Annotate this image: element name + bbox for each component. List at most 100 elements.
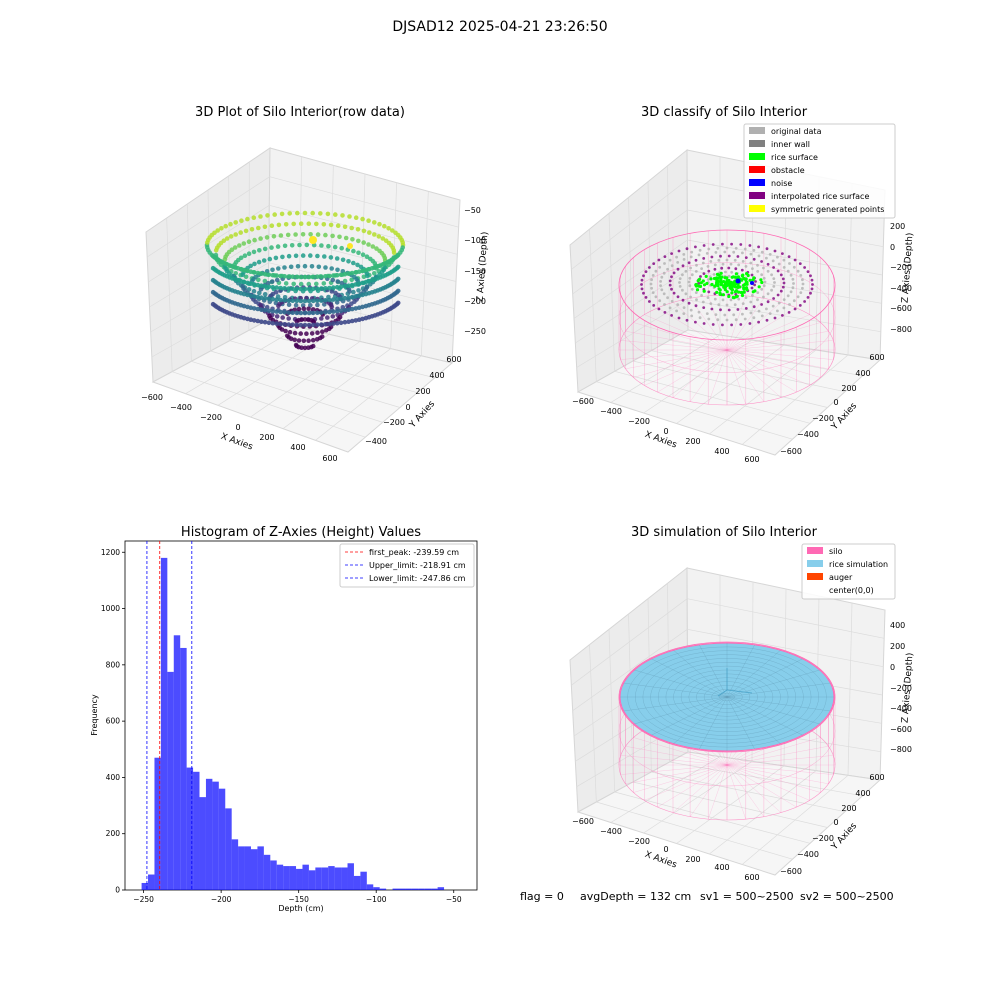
histogram-bar xyxy=(232,839,238,890)
histogram-y-label: Frequency xyxy=(90,694,99,736)
simulation-x-tick: −600 xyxy=(572,817,594,826)
histogram-bar xyxy=(200,797,206,890)
raw-x-tick: −200 xyxy=(200,413,222,422)
histogram-bar xyxy=(290,866,296,890)
histogram-bar xyxy=(161,558,167,890)
raw-x-label: X Axies xyxy=(219,432,254,453)
histogram-x-label: Depth (cm) xyxy=(278,904,323,913)
histogram-bar xyxy=(335,867,341,890)
histogram-bar xyxy=(399,889,405,890)
histogram-x-tick-label: −200 xyxy=(211,895,232,904)
simulation-legend-swatch xyxy=(807,547,823,554)
classify-legend-label: symmetric generated points xyxy=(771,205,884,214)
classify-x-tick: −400 xyxy=(600,407,622,416)
panel-simulation-legend: silorice simulationaugercenter(0,0) xyxy=(802,544,895,599)
simulation-y-tick: 200 xyxy=(841,804,856,813)
histogram-x-ticks: −250 −200 −150 −100 −50 xyxy=(133,890,462,904)
classify-legend-label: original data xyxy=(771,127,822,136)
simulation-z-tick: 0 xyxy=(890,663,895,672)
histogram-bar xyxy=(438,887,444,890)
classify-y-tick: 400 xyxy=(855,369,870,378)
footer-status: flag = 0 avgDepth = 132 cm sv1 = 500~250… xyxy=(520,890,894,903)
footer-sv1: sv1 = 500~2500 xyxy=(700,890,794,903)
histogram-title: Histogram of Z-Axies (Height) Values xyxy=(181,525,421,540)
histogram-bar xyxy=(257,846,263,890)
classify-z-tick: −800 xyxy=(890,325,912,334)
simulation-z-tick: 200 xyxy=(890,642,905,651)
simulation-z-tick: 400 xyxy=(890,621,905,630)
classify-legend-label: noise xyxy=(771,179,792,188)
histogram-bar xyxy=(270,860,276,890)
classify-y-tick: −200 xyxy=(812,414,834,423)
classify-x-tick: 600 xyxy=(744,455,759,464)
simulation-y-tick: 0 xyxy=(833,818,838,827)
classify-z-label: Z Axies (Depth) xyxy=(901,232,916,303)
histogram-bar xyxy=(425,889,431,890)
simulation-y-tick: −600 xyxy=(780,867,802,876)
simulation-x-tick: 200 xyxy=(685,855,700,864)
histogram-y-ticks: 020040060080010001200 xyxy=(101,548,125,895)
histogram-bar xyxy=(354,876,360,890)
classify-legend-swatch xyxy=(749,140,765,147)
histogram-bar xyxy=(245,846,251,890)
histogram-bar xyxy=(225,808,231,890)
histogram-legend-label: Upper_limit: -218.91 cm xyxy=(369,561,466,570)
classify-legend-label: rice surface xyxy=(771,153,818,162)
histogram-bar xyxy=(283,866,289,890)
histogram-bar xyxy=(296,869,302,890)
histogram-legend-label: first_peak: -239.59 cm xyxy=(369,548,459,557)
panel-classify-legend: original datainner wallrice surfaceobsta… xyxy=(744,124,895,218)
histogram-bar xyxy=(309,870,315,890)
simulation-z-tick: −800 xyxy=(890,745,912,754)
classify-legend-swatch xyxy=(749,127,765,134)
histogram-bar xyxy=(367,884,373,890)
raw-y-tick: −400 xyxy=(365,437,387,446)
classify-x-tick: −200 xyxy=(628,417,650,426)
classify-y-tick: −600 xyxy=(780,447,802,456)
classify-y-tick: −400 xyxy=(797,430,819,439)
histogram-y-tick-label: 1000 xyxy=(101,604,120,613)
footer-avg-depth: avgDepth = 132 cm xyxy=(580,890,691,903)
raw-x-tick: −600 xyxy=(141,393,163,402)
simulation-x-tick: 600 xyxy=(744,873,759,882)
simulation-x-tick: −400 xyxy=(600,827,622,836)
classify-z-tick: 200 xyxy=(890,222,905,231)
footer-flag: flag = 0 xyxy=(520,890,564,903)
simulation-y-tick: 600 xyxy=(869,773,884,782)
histogram-bar xyxy=(405,889,411,890)
figure-title: DJSAD12 2025-04-21 23:26:50 xyxy=(392,19,607,35)
simulation-y-tick: 400 xyxy=(855,789,870,798)
histogram-bar xyxy=(277,865,283,890)
histogram-bar xyxy=(380,889,386,890)
classify-y-tick: 200 xyxy=(841,384,856,393)
histogram-bar xyxy=(341,867,347,890)
panel-raw-data: 3D Plot of Silo Interior(row data) −600 … xyxy=(141,105,490,463)
panel-classify-title: 3D classify of Silo Interior xyxy=(641,105,808,120)
histogram-x-tick-label: −100 xyxy=(366,895,387,904)
histogram-bar xyxy=(360,872,366,890)
histogram-bar xyxy=(238,846,244,890)
simulation-x-label: X Axies xyxy=(643,850,678,871)
histogram-y-tick-label: 200 xyxy=(106,829,121,838)
raw-y-tick: 0 xyxy=(405,403,410,412)
histogram-x-tick-label: −250 xyxy=(133,895,154,904)
histogram-bar xyxy=(315,867,321,890)
raw-x-tick: −400 xyxy=(170,403,192,412)
histogram-bar xyxy=(412,889,418,890)
histogram-y-tick-label: 800 xyxy=(106,660,121,669)
simulation-y-tick: −400 xyxy=(797,850,819,859)
histogram-y-tick-label: 400 xyxy=(106,773,121,782)
raw-y-tick: 200 xyxy=(415,387,430,396)
raw-x-tick: 600 xyxy=(322,454,337,463)
histogram-bar xyxy=(174,635,180,890)
raw-y-tick: −200 xyxy=(383,418,405,427)
classify-legend-swatch xyxy=(749,166,765,173)
histogram-bar xyxy=(373,887,379,890)
raw-y-label: Y Axies xyxy=(407,399,437,431)
raw-y-tick: 400 xyxy=(429,371,444,380)
histogram-legend: first_peak: -239.59 cm Upper_limit: -218.… xyxy=(340,544,474,587)
histogram-legend-label: Lower_limit: -247.86 cm xyxy=(369,574,466,583)
histogram-bar xyxy=(206,779,212,890)
histogram-bar xyxy=(418,889,424,890)
